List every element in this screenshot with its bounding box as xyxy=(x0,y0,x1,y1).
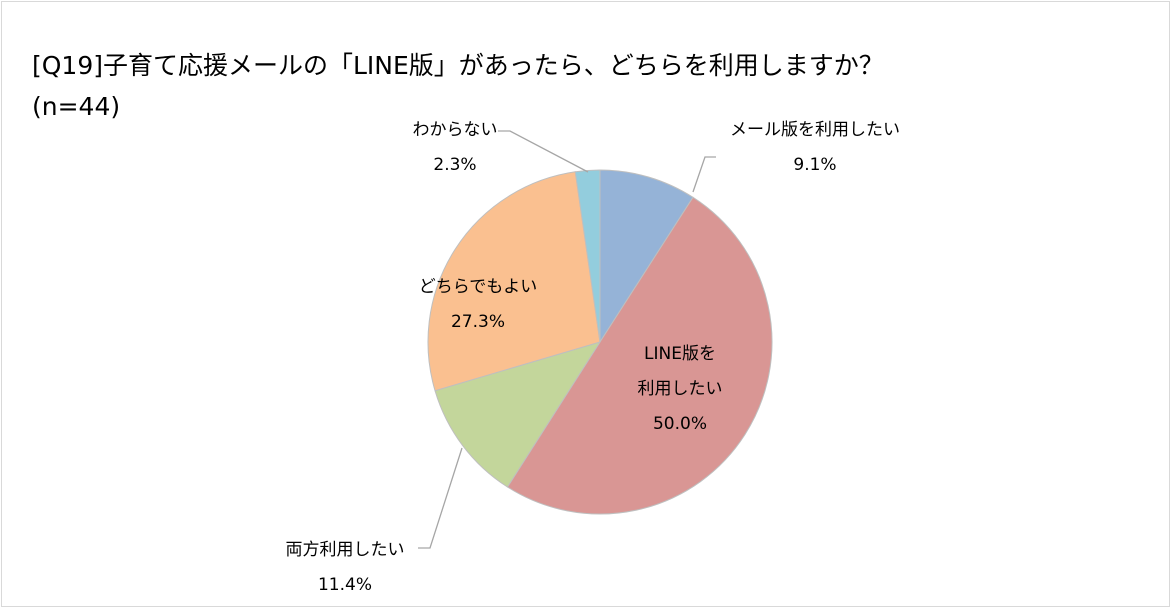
data-label: どちらでもよい 27.3% xyxy=(419,270,538,340)
pie-slice xyxy=(434,341,602,488)
category-label: どちらでもよい xyxy=(418,277,538,297)
data-label: 両方利用したい 11.4% xyxy=(286,533,405,603)
category-label: メール版を利用したい xyxy=(730,120,900,140)
data-label: LINE版を 利用したい 50.0% xyxy=(638,337,723,442)
value-label: 27.3% xyxy=(450,312,505,332)
leader-line xyxy=(418,447,463,549)
data-label: わからない 2.3% xyxy=(413,113,498,183)
chart-title: [Q19]子育て応援メールの「LINE版」があったら、どちらを利用しますか？ xyxy=(32,51,884,80)
data-label: メール版を利用したい 9.1% xyxy=(730,113,900,183)
category-label: わからない xyxy=(412,120,498,140)
value-label: 9.1% xyxy=(793,155,837,175)
leader-line xyxy=(692,156,716,193)
pie-slice xyxy=(427,171,601,392)
pie-slice xyxy=(599,169,694,344)
leader-line xyxy=(498,130,589,173)
chart-subtitle: (n=44) xyxy=(32,92,121,121)
value-label: 11.4% xyxy=(317,575,372,595)
pie-slice xyxy=(574,169,601,343)
category-label: LINE版を 利用したい xyxy=(637,344,723,399)
value-label: 2.3% xyxy=(433,155,477,175)
category-label: 両方利用したい xyxy=(285,540,405,560)
pie-slice xyxy=(506,196,773,515)
value-label: 50.0% xyxy=(652,414,707,434)
